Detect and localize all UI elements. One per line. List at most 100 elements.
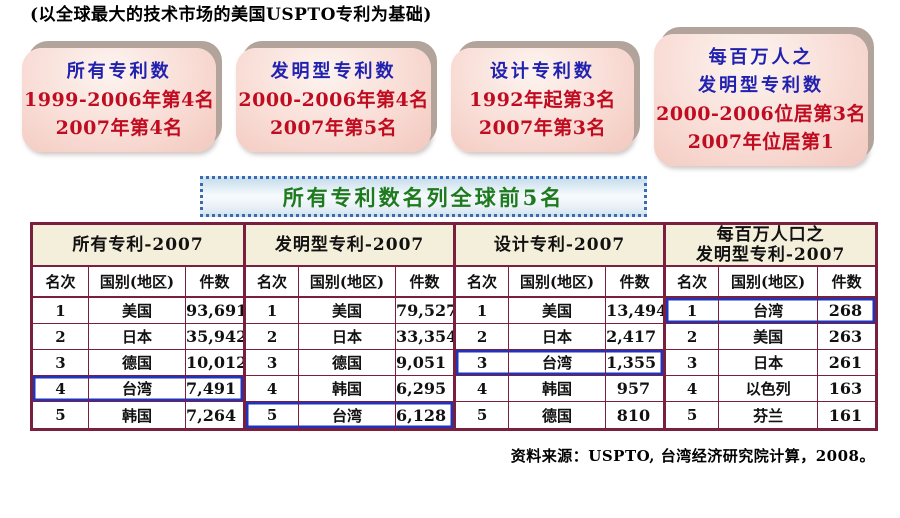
rank-cell: 2 [663, 324, 719, 351]
country-cell: 日本 [88, 324, 185, 351]
count-cell: 13,494 [605, 298, 664, 325]
rank-cell: 4 [33, 376, 88, 403]
country-cell: 芬兰 [718, 402, 817, 429]
group-header-invention-per-million: 每百万人口之 发明型专利-2007 [663, 225, 876, 268]
country-cell: 韩国 [508, 376, 606, 403]
badge-rank-line: 2000-2006位居第3名 [656, 103, 866, 125]
country-cell: 韩国 [88, 402, 185, 429]
count-cell: 161 [817, 402, 875, 429]
col-header-count: 件数 [185, 267, 244, 299]
country-cell: 日本 [718, 350, 818, 377]
table-row: 5 韩国 7,264 5 台湾 6,128 5 德国 810 5 芬兰 161 [33, 402, 875, 429]
badge-rank-line: 1992年起第3名 [469, 89, 616, 111]
country-cell: 德国 [508, 402, 605, 429]
rank-cell: 4 [243, 376, 299, 403]
badge-title: 发明型专利数 [698, 75, 825, 96]
top-note: (以全球最大的技术市场的美国USPTO专利为基础) [30, 5, 432, 25]
rank-cell: 2 [243, 324, 299, 351]
count-cell: 10,012 [185, 350, 244, 377]
patent-ranking-table: 所有专利-2007 发明型专利-2007 设计专利-2007 每百万人口之 发明… [30, 222, 879, 432]
rank-cell: 2 [453, 324, 509, 351]
col-header-count: 件数 [605, 267, 664, 299]
column-header-row: 名次 国别(地区) 件数 名次 国别(地区) 件数 名次 国别(地区) 件数 名次 国别(地区) 件数 [33, 267, 876, 299]
count-cell: 7,491 [185, 376, 244, 403]
count-cell: 7,264 [185, 402, 243, 429]
country-cell: 美国 [88, 298, 185, 325]
slide: (以全球最大的技术市场的美国USPTO专利为基础) 所有专利数 1999-200… [0, 4, 900, 466]
country-cell: 日本 [298, 324, 396, 351]
col-header-country: 国别(地区) [508, 267, 606, 299]
badge-title: 所有专利数 [66, 61, 172, 82]
country-cell: 美国 [508, 298, 606, 325]
count-cell: 163 [817, 376, 876, 403]
count-cell: 261 [817, 350, 876, 377]
rank-cell: 1 [453, 298, 509, 325]
badge-rank-line: 2007年第4名 [55, 117, 183, 139]
group-header-design-patents: 设计专利-2007 [453, 225, 664, 268]
source-note: 资料来源：USPTO, 台湾经济研究院计算，2008。 [510, 447, 875, 466]
rank-cell: 5 [453, 402, 508, 429]
badge-rank-line: 2000-2006年第4名 [238, 89, 429, 111]
country-cell: 日本 [508, 324, 606, 351]
country-cell: 台湾 [508, 350, 606, 377]
col-header-count: 件数 [395, 267, 454, 299]
rank-cell: 5 [243, 402, 298, 429]
group-header-invention-patents: 发明型专利-2007 [243, 225, 454, 268]
col-header-rank: 名次 [33, 267, 88, 299]
badge-title: 设计专利数 [489, 61, 595, 82]
country-cell: 韩国 [298, 376, 396, 403]
table-row: 4 台湾 7,491 4 韩国 6,295 4 韩国 957 4 以色列 163 [33, 376, 876, 403]
rank-cell: 1 [243, 298, 299, 325]
rank-cell: 2 [33, 324, 88, 351]
rank-cell: 5 [55, 406, 66, 425]
badge-rank-line: 2007年位居第1 [687, 131, 835, 153]
col-header-rank: 名次 [243, 267, 299, 299]
count-cell: 2,417 [605, 324, 664, 351]
banner-top5: 所有专利数名列全球前5名 [200, 176, 647, 217]
country-cell: 以色列 [718, 376, 818, 403]
col-header-count: 件数 [817, 267, 876, 299]
country-cell: 德国 [88, 350, 185, 377]
rank-cell: 3 [243, 350, 299, 377]
rank-cell: 3 [663, 350, 719, 377]
col-header-country: 国别(地区) [718, 267, 818, 299]
count-cell: 6,128 [395, 402, 453, 429]
table-row: 2 日本 35,942 2 日本 33,354 2 日本 2,417 2 美国 263 [33, 324, 876, 351]
rank-cell: 1 [663, 298, 719, 325]
count-cell: 79,527 [395, 298, 454, 325]
rank-cell: 3 [453, 350, 509, 377]
count-cell: 810 [605, 402, 663, 429]
col-header-rank: 名次 [663, 267, 719, 299]
group-header-row: 所有专利-2007 发明型专利-2007 设计专利-2007 每百万人口之 发明… [33, 225, 876, 268]
badge-invention-per-million: 每百万人之 发明型专利数 2000-2006位居第3名 2007年位居第1 [654, 34, 868, 166]
group-header-all-patents: 所有专利-2007 [33, 225, 244, 268]
badge-invention-patents: 发明型专利数 2000-2006年第4名 2007年第5名 [236, 48, 431, 152]
count-cell: 35,942 [185, 324, 244, 351]
count-cell: 6,295 [395, 376, 454, 403]
table-head: 所有专利-2007 发明型专利-2007 设计专利-2007 每百万人口之 发明… [33, 225, 876, 299]
count-cell: 263 [817, 324, 876, 351]
count-cell: 9,051 [395, 350, 454, 377]
country-cell: 台湾 [88, 376, 185, 403]
country-cell: 美国 [298, 298, 396, 325]
count-cell: 268 [817, 298, 876, 325]
badge-rank-line: 1999-2006年第4名 [24, 89, 215, 111]
table-row: 1 美国 93,691 1 美国 79,527 1 美国 13,494 1 台湾 268 [33, 298, 876, 325]
count-cell: 33,354 [395, 324, 454, 351]
badge-title: 每百万人之 [708, 47, 814, 68]
rank-cell: 3 [33, 350, 88, 377]
country-cell: 美国 [718, 324, 818, 351]
ranking-badges: 所有专利数 1999-2006年第4名 2007年第4名 发明型专利数 2000… [0, 32, 900, 168]
badge-rank-line: 2007年第3名 [478, 117, 606, 139]
count-cell: 93,691 [185, 298, 244, 325]
rank-cell: 5 [663, 402, 718, 429]
rank-cell: 1 [33, 298, 88, 325]
col-header-country: 国别(地区) [298, 267, 396, 299]
rank-cell: 4 [663, 376, 719, 403]
badge-design-patents: 设计专利数 1992年起第3名 2007年第3名 [450, 48, 635, 152]
col-header-country: 国别(地区) [88, 267, 185, 299]
table-row: 3 德国 10,012 3 德国 9,051 3 台湾 1,355 3 日本 261 [33, 350, 876, 377]
rank-cell: 4 [453, 376, 509, 403]
country-cell: 台湾 [718, 298, 818, 325]
banner-text: 所有专利数名列全球前5名 [282, 184, 565, 210]
